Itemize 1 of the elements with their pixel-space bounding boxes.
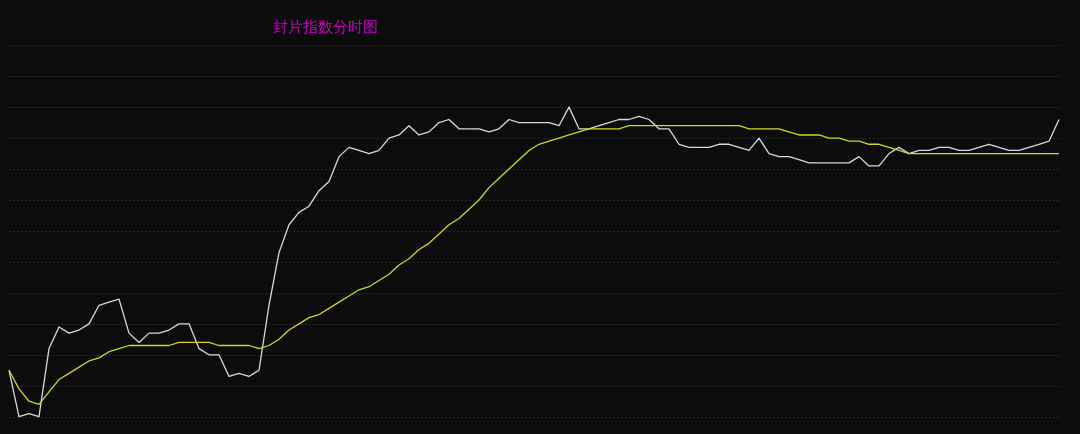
chart-title: 封片指数分时图 <box>273 18 379 36</box>
